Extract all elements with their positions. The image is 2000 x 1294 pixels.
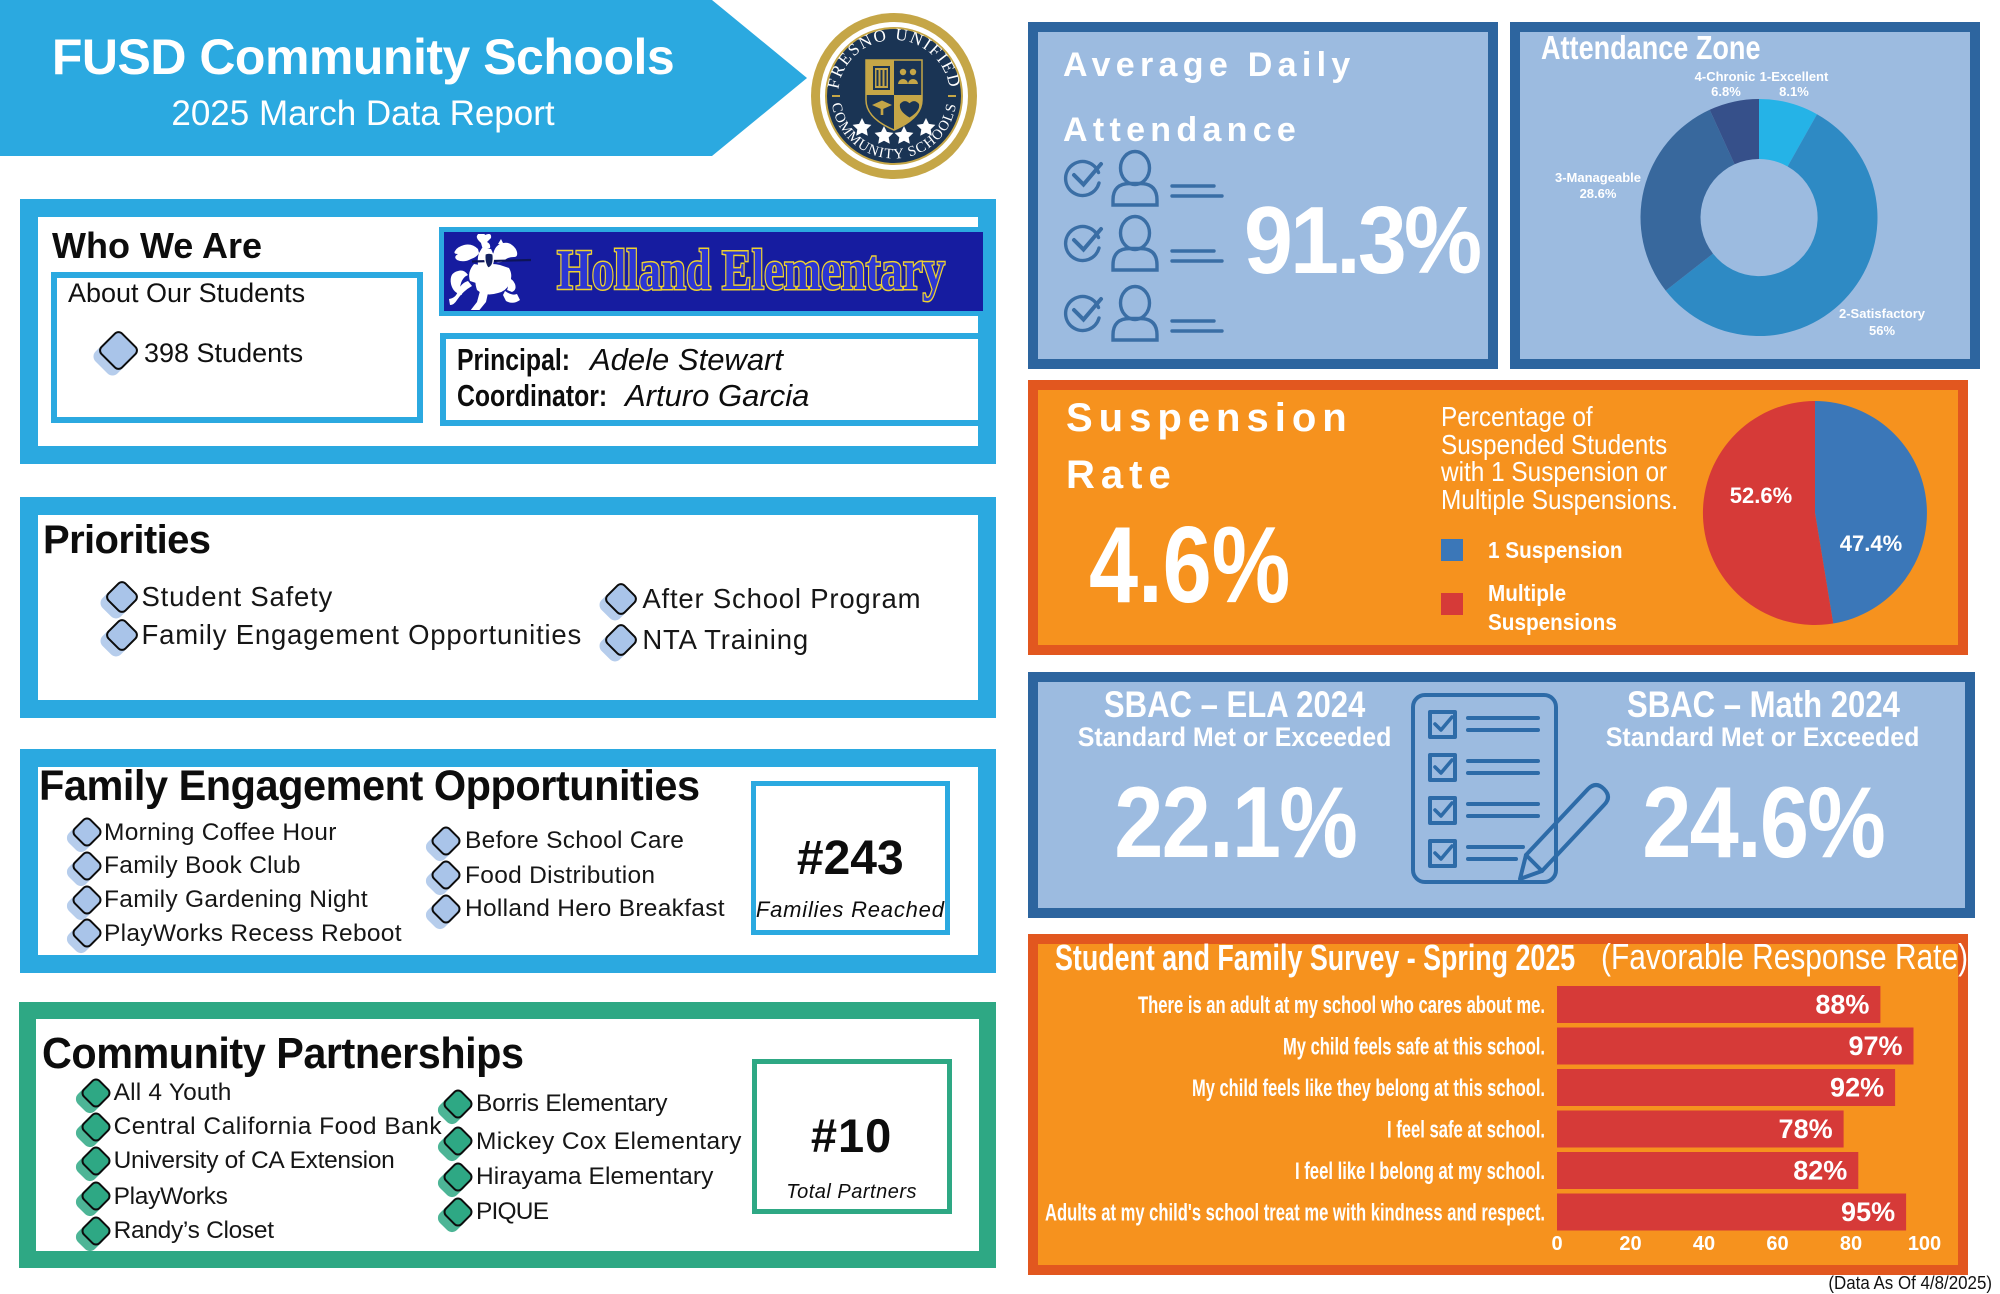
svg-text:82%: 82% bbox=[1793, 1156, 1847, 1186]
svg-text:1-Excellent: 1-Excellent bbox=[1760, 69, 1829, 84]
svg-text:Holland Elementary: Holland Elementary bbox=[557, 239, 945, 302]
svg-text:6.8%: 6.8% bbox=[1711, 84, 1741, 99]
svg-text:My child feels safe at this sc: My child feels safe at this school. bbox=[1283, 1034, 1545, 1061]
svg-text:47.4%: 47.4% bbox=[1840, 531, 1902, 556]
svg-text:8.1%: 8.1% bbox=[1779, 84, 1809, 99]
svg-text:I feel safe at school.: I feel safe at school. bbox=[1387, 1117, 1545, 1144]
svg-text:40: 40 bbox=[1693, 1233, 1715, 1255]
svg-text:28.6%: 28.6% bbox=[1580, 186, 1617, 201]
svg-text:97%: 97% bbox=[1848, 1031, 1902, 1061]
svg-text:78%: 78% bbox=[1779, 1114, 1833, 1144]
svg-text:88%: 88% bbox=[1815, 990, 1869, 1020]
svg-text:56%: 56% bbox=[1869, 323, 1895, 338]
svg-text:20: 20 bbox=[1619, 1233, 1641, 1255]
svg-text:I feel like I belong at my sch: I feel like I belong at my school. bbox=[1295, 1158, 1545, 1185]
svg-text:4-Chronic: 4-Chronic bbox=[1695, 69, 1756, 84]
svg-text:80: 80 bbox=[1840, 1233, 1862, 1255]
svg-text:Adults at my child's school tr: Adults at my child's school treat me wit… bbox=[1045, 1200, 1545, 1227]
svg-text:100: 100 bbox=[1908, 1233, 1941, 1255]
svg-text:92%: 92% bbox=[1830, 1073, 1884, 1103]
svg-text:There is an adult at my school: There is an adult at my school who cares… bbox=[1138, 992, 1545, 1019]
svg-text:60: 60 bbox=[1766, 1233, 1788, 1255]
svg-text:95%: 95% bbox=[1841, 1197, 1895, 1227]
svg-text:0: 0 bbox=[1551, 1233, 1562, 1255]
svg-text:2-Satisfactory: 2-Satisfactory bbox=[1839, 306, 1926, 321]
svg-text:My child feels like they belon: My child feels like they belong at this … bbox=[1192, 1075, 1545, 1102]
svg-text:52.6%: 52.6% bbox=[1730, 483, 1792, 508]
svg-text:3-Manageable: 3-Manageable bbox=[1555, 170, 1641, 185]
